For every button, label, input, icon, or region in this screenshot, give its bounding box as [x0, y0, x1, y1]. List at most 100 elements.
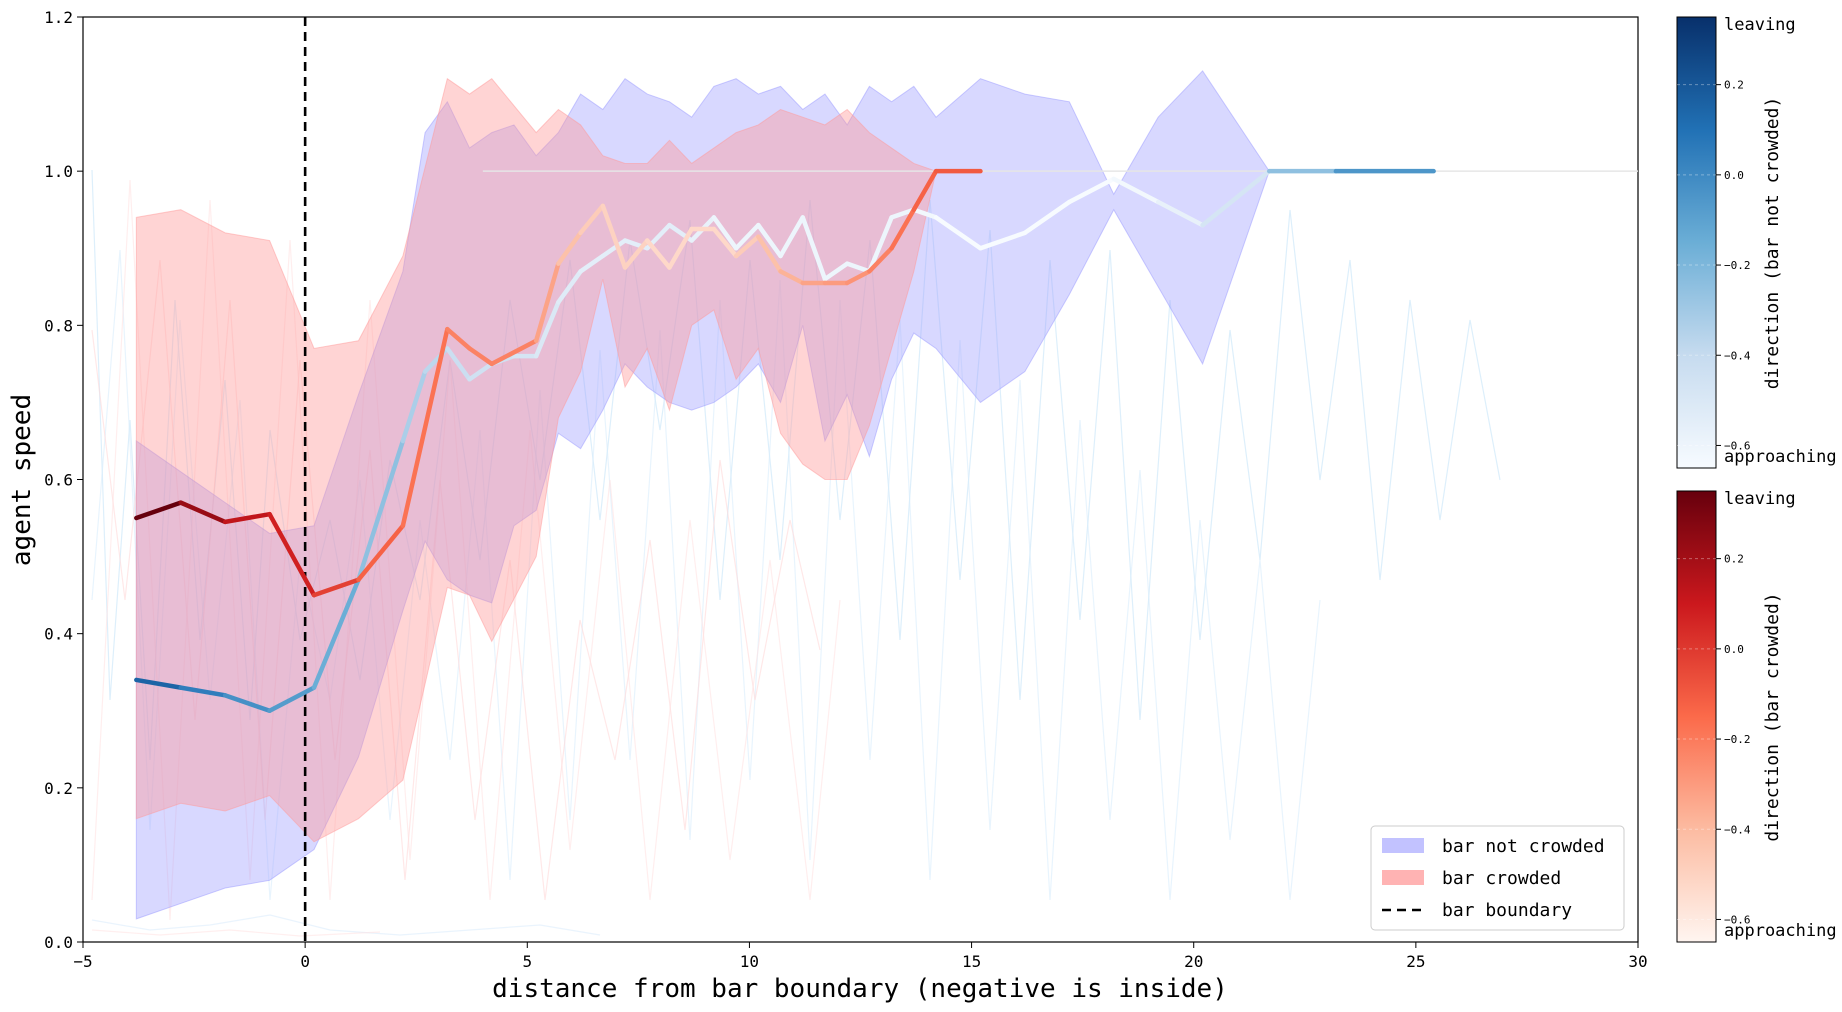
y-tick-label: 0.4	[44, 625, 73, 644]
series-segment	[467, 361, 494, 382]
series-segment	[533, 299, 561, 359]
series-segment	[178, 685, 228, 698]
series-segment	[733, 234, 761, 259]
series-segment	[267, 511, 317, 598]
legend-swatch-not-crowded	[1382, 838, 1424, 853]
series-segment	[178, 500, 228, 525]
series-segment	[467, 346, 494, 367]
series-segment	[911, 168, 939, 212]
series-segment	[556, 230, 583, 266]
series-segment	[889, 207, 917, 220]
series-segment	[800, 215, 828, 282]
series-segment	[489, 338, 539, 367]
series-segment	[911, 207, 939, 220]
series-segment	[400, 326, 450, 528]
y-tick-label: 1.0	[44, 162, 73, 181]
series-segment	[867, 246, 894, 274]
mean-lines	[134, 168, 1436, 713]
legend-label-boundary: bar boundary	[1442, 900, 1572, 921]
colorbar-tick-label: −0.2	[1724, 259, 1751, 272]
series-segment	[778, 215, 805, 259]
series-segment	[556, 269, 583, 305]
x-tick-label: 25	[1406, 952, 1425, 971]
series-segment	[400, 369, 428, 444]
x-tick-label: 20	[1184, 952, 1203, 971]
series-segment	[867, 215, 894, 274]
colorbar-tick-label: −0.2	[1724, 733, 1751, 746]
series-segment	[711, 215, 739, 251]
legend-swatch-crowded	[1382, 870, 1424, 885]
x-tick-label: 10	[740, 952, 759, 971]
series-segment	[622, 238, 650, 270]
series-segment	[445, 346, 472, 382]
colorbar-tick-label: 0.2	[1724, 553, 1744, 566]
series-segment	[822, 261, 850, 282]
x-tick-label: 5	[522, 952, 532, 971]
series-segment	[600, 238, 628, 259]
legend-label-not-crowded: bar not crowded	[1442, 836, 1605, 857]
series-segment	[1200, 168, 1272, 228]
series-segment	[933, 215, 983, 251]
y-tick-label: 0.2	[44, 779, 73, 798]
background-traces	[91, 169, 1501, 937]
colorbar-blues-bottom-label: approaching	[1724, 447, 1837, 467]
colorbar-tick-label: −0.6	[1724, 913, 1751, 926]
colorbar-tick-label: −0.6	[1724, 439, 1751, 452]
series-segment	[578, 203, 606, 236]
colorbar-tick-label: −0.4	[1724, 349, 1751, 362]
y-tick-label: 1.2	[44, 8, 73, 27]
series-segment	[1022, 199, 1072, 236]
colorbar-reds-title: direction (bar crowded)	[1762, 592, 1783, 841]
y-tick-label: 0.6	[44, 471, 73, 490]
series-segment	[311, 577, 361, 690]
series-segment	[134, 677, 183, 690]
series-segment	[356, 523, 406, 582]
colorbar-blues-top-label: leaving	[1724, 15, 1796, 35]
series-segment	[1067, 176, 1116, 205]
series-segment	[533, 261, 561, 343]
legend-label-crowded: bar crowded	[1442, 868, 1561, 889]
series-segment	[778, 269, 805, 286]
series-segment	[644, 238, 672, 270]
series-segment	[889, 207, 917, 251]
colorbar-not-crowded: 0.2 0.0 −0.2 −0.4 −0.6 leaving approaching d…	[1676, 15, 1837, 469]
colorbar-reds-bottom-label: approaching	[1724, 921, 1837, 941]
x-tick-label: 0	[300, 952, 310, 971]
y-tick-label: 0.8	[44, 316, 73, 335]
colorbar-blues-title: direction (bar not crowded)	[1762, 97, 1783, 390]
series-segment	[733, 222, 761, 251]
colorbar-tick-label: −0.4	[1724, 823, 1751, 836]
series-segment	[756, 234, 783, 274]
series-segment	[667, 226, 694, 270]
series-segment	[978, 230, 1028, 251]
x-tick-label: −5	[73, 952, 92, 971]
series-segment	[311, 577, 361, 598]
series-segment	[844, 261, 872, 274]
series-segment	[222, 511, 272, 525]
x-tick-label: 15	[962, 952, 981, 971]
x-axis: −5 0 5 10 15 20 25 30	[73, 942, 1648, 971]
series-not-crowded	[134, 168, 1436, 713]
colorbar-crowded: 0.2 0.0 −0.2 −0.4 −0.6 leaving approaching d…	[1676, 489, 1837, 943]
colorbar-tick-label: 0.0	[1724, 643, 1744, 656]
series-segment	[134, 500, 183, 521]
series-segment	[267, 685, 317, 713]
series-segment	[578, 253, 606, 274]
colorbar-reds-top-label: leaving	[1724, 489, 1796, 509]
series-segment	[711, 226, 739, 259]
x-axis-label: distance from bar boundary (negative is …	[492, 974, 1228, 1004]
colorbar-tick-label: 0.2	[1724, 79, 1744, 92]
x-tick-label: 30	[1628, 952, 1647, 971]
y-tick-label: 0.0	[44, 933, 73, 952]
series-segment	[222, 693, 272, 713]
series-segment	[445, 326, 472, 351]
y-axis: 0.0 0.2 0.4 0.6 0.8 1.0 1.2	[44, 8, 83, 952]
series-segment	[356, 438, 406, 582]
series-segment	[600, 203, 628, 270]
colorbar-reds-gradient	[1676, 490, 1717, 943]
series-crowded	[134, 168, 983, 598]
legend: bar not crowded bar crowded bar boundary	[1370, 825, 1625, 931]
series-segment	[1111, 176, 1161, 205]
y-axis-label: agent speed	[7, 394, 37, 566]
